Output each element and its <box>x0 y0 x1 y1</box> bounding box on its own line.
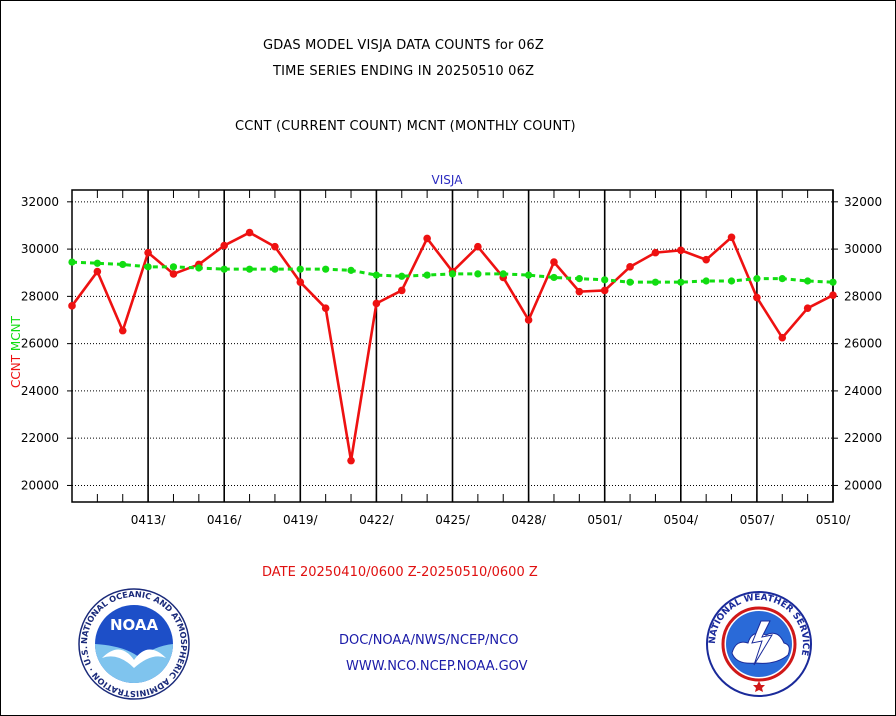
data-point-mcnt <box>271 265 279 273</box>
data-point-ccnt <box>372 299 381 308</box>
data-point-mcnt <box>322 265 330 273</box>
data-point-ccnt <box>550 258 558 266</box>
y-tick-label-right: 22000 <box>844 431 882 445</box>
data-point-ccnt <box>778 333 787 342</box>
y-tick-label-right: 20000 <box>844 478 882 492</box>
y-tick-label-right: 26000 <box>844 337 882 351</box>
chart-title-line1: GDAS MODEL VISJA DATA COUNTS for 06Z <box>263 38 544 53</box>
data-point-ccnt <box>753 293 761 302</box>
plot-title: VISJA <box>432 173 464 187</box>
data-point-ccnt <box>423 234 431 243</box>
data-point-mcnt <box>575 275 583 283</box>
y-tick-label-right: 32000 <box>844 195 882 209</box>
data-point-mcnt <box>601 276 609 284</box>
data-point-mcnt <box>651 278 660 286</box>
data-point-mcnt <box>68 258 76 266</box>
data-point-ccnt <box>727 233 736 242</box>
data-point-mcnt <box>829 278 837 286</box>
data-point-mcnt <box>169 263 178 271</box>
data-point-mcnt <box>474 270 482 278</box>
data-point-mcnt <box>804 277 812 285</box>
data-point-mcnt <box>626 278 634 286</box>
time-series-chart: 20000 20000 22000 22000 24000 24000 26000 26000… <box>9 173 882 527</box>
y-tick-label-right: 30000 <box>844 242 882 256</box>
data-point-mcnt <box>398 272 406 280</box>
x-tick-label: 0419/ <box>283 513 319 527</box>
plot-area: 20000 20000 22000 22000 24000 24000 26000 26000… <box>21 189 882 527</box>
x-tick-label: 0422/ <box>359 513 395 527</box>
date-range-label: DATE 20250410/0600 Z-20250510/0600 Z <box>262 565 538 580</box>
y-tick-label-left: 22000 <box>21 431 59 445</box>
noaa-logo: NATIONAL OCEANIC AND ATMOSPHERIC ADMINIS… <box>78 588 190 700</box>
data-point-ccnt <box>651 248 660 257</box>
data-point-ccnt <box>271 242 279 251</box>
data-point-ccnt <box>169 270 178 278</box>
nws-logo: NATIONAL WEATHER SERVICE <box>706 591 812 697</box>
data-point-ccnt <box>220 241 228 250</box>
x-tick-label: 0501/ <box>587 513 623 527</box>
chart-subtitle: CCNT (CURRENT COUNT) MCNT (MONTHLY COUNT… <box>235 119 576 134</box>
x-tick-label: 0425/ <box>435 513 471 527</box>
chart-title-line2: TIME SERIES ENDING IN 20250510 06Z <box>273 64 535 79</box>
y-tick-label-left: 24000 <box>21 384 59 398</box>
x-tick-label: 0428/ <box>511 513 547 527</box>
y-tick-label-left: 28000 <box>21 289 59 303</box>
data-point-mcnt <box>778 275 786 283</box>
data-point-ccnt <box>245 228 254 237</box>
data-point-mcnt <box>347 266 355 274</box>
data-point-mcnt <box>245 265 254 273</box>
y-axis-label-mcnt: MCNT <box>9 315 23 355</box>
data-point-ccnt <box>144 248 152 257</box>
data-point-ccnt <box>600 286 609 295</box>
noaa-logo-text: NOAA <box>110 616 159 634</box>
data-point-ccnt <box>321 304 330 312</box>
data-point-ccnt <box>118 326 127 335</box>
data-point-ccnt <box>93 267 102 276</box>
data-point-ccnt <box>68 302 76 310</box>
data-point-ccnt <box>626 263 634 271</box>
data-point-mcnt <box>550 273 558 282</box>
y-tick-label-left: 30000 <box>21 242 59 256</box>
data-point-ccnt <box>347 456 355 465</box>
y-axis-label-ccnt: CCNT <box>9 354 23 388</box>
data-point-ccnt <box>803 304 812 312</box>
y-tick-label-left: 26000 <box>21 337 59 351</box>
data-point-mcnt <box>727 277 736 285</box>
x-tick-label: 0416/ <box>207 513 243 527</box>
data-point-ccnt <box>575 287 584 296</box>
data-point-mcnt <box>220 265 228 273</box>
data-point-mcnt <box>677 278 685 286</box>
data-point-mcnt <box>525 271 533 279</box>
x-tick-label: 0507/ <box>740 513 776 527</box>
data-point-mcnt <box>753 275 761 283</box>
footer-agency-path: DOC/NOAA/NWS/NCEP/NCO <box>339 633 519 648</box>
y-axis-label: CCNT MCNT <box>9 315 23 388</box>
x-tick-label: 0510/ <box>816 513 852 527</box>
data-point-ccnt <box>677 246 685 255</box>
data-point-mcnt <box>423 271 431 279</box>
data-point-mcnt <box>296 265 304 273</box>
x-tick-label: 0504/ <box>664 513 700 527</box>
data-point-ccnt <box>296 278 305 286</box>
data-point-mcnt <box>119 260 127 269</box>
plot-border <box>71 189 834 503</box>
x-tick-label: 0413/ <box>131 513 167 527</box>
data-point-mcnt <box>499 270 507 278</box>
data-point-ccnt <box>524 316 533 324</box>
data-point-mcnt <box>195 264 203 272</box>
data-point-mcnt <box>448 270 457 278</box>
data-point-mcnt <box>372 271 380 279</box>
data-point-ccnt <box>829 291 837 299</box>
data-point-ccnt <box>397 286 406 295</box>
data-point-mcnt <box>702 277 710 285</box>
y-tick-label-right: 28000 <box>844 289 882 303</box>
data-point-ccnt <box>702 255 710 264</box>
data-point-mcnt <box>144 263 152 271</box>
y-tick-label-left: 20000 <box>21 478 59 492</box>
footer-website: WWW.NCO.NCEP.NOAA.GOV <box>346 659 528 674</box>
data-point-ccnt <box>474 242 482 251</box>
y-tick-label-left: 32000 <box>21 195 59 209</box>
data-point-mcnt <box>93 259 101 267</box>
y-tick-label-right: 24000 <box>844 384 882 398</box>
